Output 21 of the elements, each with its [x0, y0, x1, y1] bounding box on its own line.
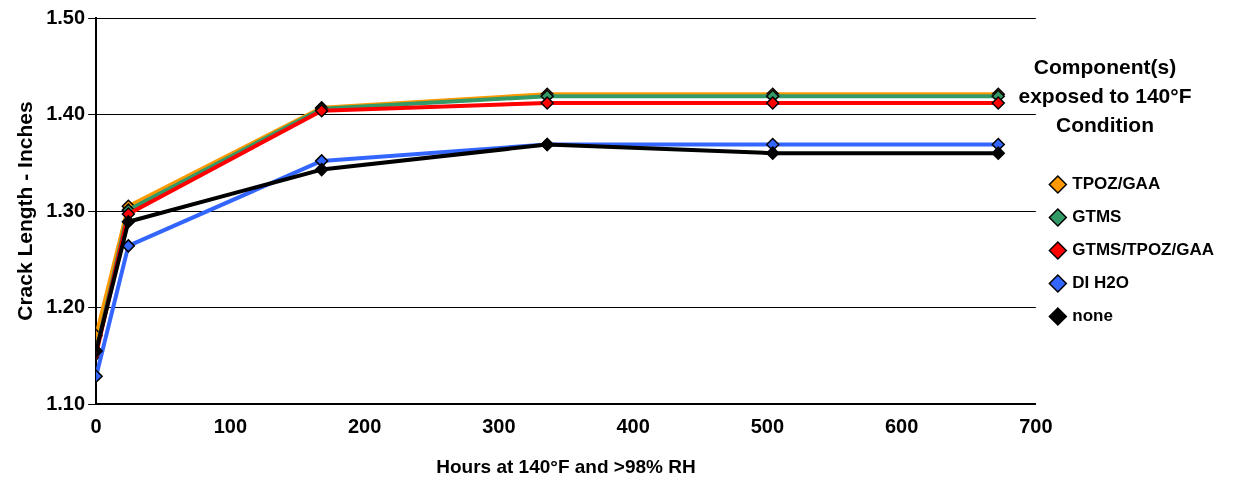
- y-tick-label: 1.20: [46, 295, 86, 318]
- x-tick-label: 200: [347, 414, 382, 437]
- legend-title: Component(s) exposed to 140°F Condition: [1017, 54, 1193, 138]
- x-tick-label: 100: [213, 414, 248, 437]
- x-tick-label: 300: [482, 414, 516, 437]
- x-tick-label: 400: [616, 414, 650, 437]
- y-tick-label: 1.40: [46, 102, 86, 125]
- legend-label: none: [1072, 306, 1113, 326]
- legend-label: GTMS/TPOZ/GAA: [1072, 240, 1215, 260]
- y-axis-title: Crack Length - Inches: [13, 101, 37, 321]
- x-tick-label: 0: [90, 414, 102, 437]
- x-axis-title: Hours at 140°F and >98% RH: [436, 455, 696, 477]
- x-tick-label: 700: [1019, 414, 1053, 437]
- legend-label: GTMS: [1072, 207, 1122, 227]
- x-tick-label: 600: [884, 414, 919, 437]
- legend-label: TPOZ/GAA: [1072, 174, 1161, 194]
- y-tick-label: 1.10: [46, 391, 86, 414]
- y-tick-label: 1.50: [46, 5, 86, 28]
- x-tick-label: 500: [750, 414, 785, 437]
- legend-label: DI H2O: [1072, 273, 1130, 293]
- y-tick-label: 1.30: [46, 198, 86, 221]
